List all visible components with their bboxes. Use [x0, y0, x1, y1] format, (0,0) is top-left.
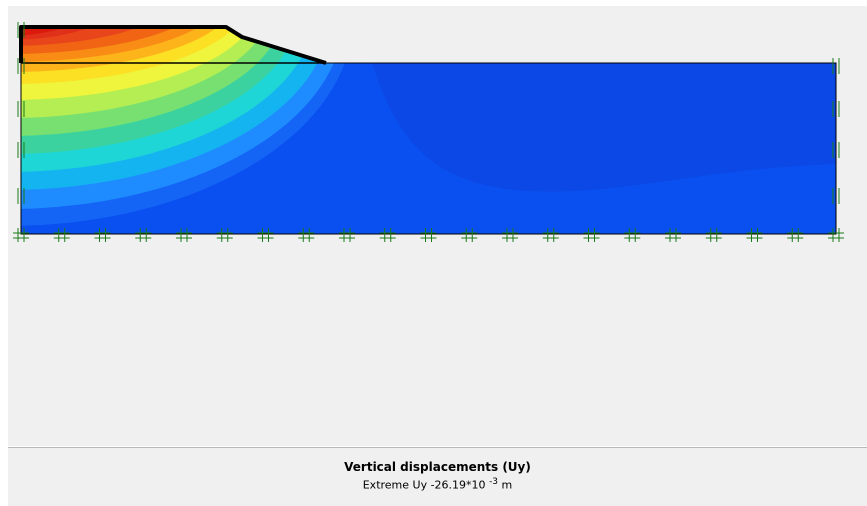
- plot-viewport: [8, 6, 867, 446]
- fixity-marker-bottom: [420, 228, 437, 242]
- extreme-value-exponent: -3: [489, 477, 499, 487]
- contour-band-group: [21, 27, 353, 226]
- result-caption: Vertical displacements (Uy) Extreme Uy -…: [8, 447, 867, 506]
- fixity-marker-bottom: [665, 228, 681, 242]
- fixity-marker-bottom: [379, 228, 396, 242]
- fixity-marker-right: [832, 101, 840, 117]
- extreme-value-prefix: Extreme Uy -26.19*10: [362, 478, 486, 492]
- fixity-marker-bottom: [705, 228, 722, 242]
- fixity-marker-bottom: [624, 228, 641, 242]
- fixity-marker-bottom: [94, 228, 111, 242]
- extreme-value-unit: m: [501, 478, 513, 492]
- fixity-marker-bottom: [502, 228, 518, 242]
- fixity-marker-right: [832, 188, 840, 204]
- fixity-marker-bottom: [542, 228, 559, 242]
- fixity-marker-bottom: [787, 228, 804, 242]
- displacement-contour-plot: [13, 22, 844, 242]
- fixity-marker-bottom: [53, 228, 70, 242]
- fixity-marker-bottom: [176, 228, 192, 242]
- contour-bands: [21, 27, 836, 234]
- fixity-marker-bottom: [13, 228, 29, 242]
- fixity-marker-bottom: [135, 228, 152, 242]
- contour-band-trough: [372, 63, 836, 192]
- fixity-marker-bottom: [746, 228, 763, 242]
- fixity-marker-left: [17, 188, 25, 204]
- fixity-marker-right: [832, 58, 840, 74]
- fixity-marker-bottom: [583, 228, 600, 242]
- soil-layer-outline: [20, 62, 837, 235]
- fixity-marker-bottom: [461, 228, 478, 242]
- fixity-marker-bottom: [339, 228, 355, 242]
- embankment-outline: [19, 25, 327, 65]
- caption-extreme-value: Extreme Uy -26.19*10 -3 m: [8, 477, 867, 492]
- fixity-marker-bottom: [257, 228, 274, 242]
- caption-title: Vertical displacements (Uy): [344, 460, 531, 474]
- fixity-marker-left: [17, 101, 25, 117]
- boundary-fixities: [13, 22, 844, 242]
- fixity-marker-right: [832, 142, 840, 158]
- fixity-marker-left: [17, 142, 25, 158]
- fixity-marker-bottom: [216, 228, 233, 242]
- fixity-marker-bottom: [298, 228, 315, 242]
- fixity-marker-bottom: [828, 228, 844, 242]
- fixity-marker-left: [17, 58, 25, 74]
- fixity-marker-left: [17, 22, 25, 38]
